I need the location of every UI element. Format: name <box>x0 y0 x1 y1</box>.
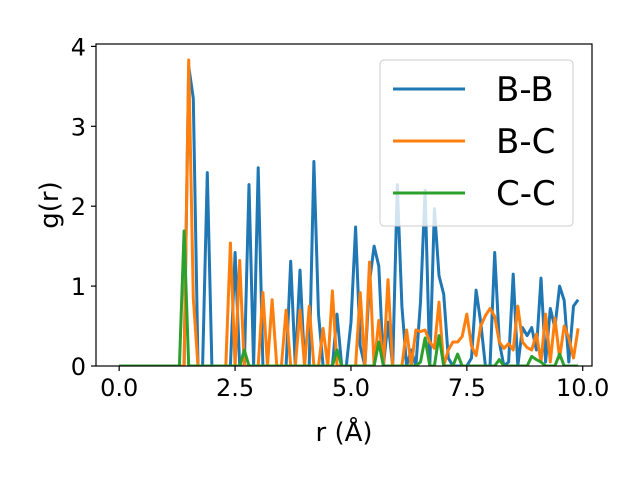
series-line-b-b <box>119 64 580 366</box>
series-layer <box>119 58 580 366</box>
y-tick-label: 2 <box>71 193 86 221</box>
plot-frame <box>95 43 593 367</box>
legend-label: C-C <box>496 174 556 214</box>
x-tick-label: 7.5 <box>448 374 486 402</box>
y-axis-ticks: 0 1 2 3 4 <box>71 33 96 381</box>
legend-label: B-B <box>496 70 554 110</box>
x-tick-label: 0.0 <box>100 374 138 402</box>
x-axis-label: r (Å) <box>315 416 372 448</box>
y-tick-label: 4 <box>71 33 86 61</box>
y-axis-label: g(r) <box>35 181 65 228</box>
series-line-c-c <box>119 229 579 366</box>
y-tick-label: 3 <box>71 113 86 141</box>
legend-box <box>379 59 574 227</box>
x-axis-ticks: 0.0 2.5 5.0 7.5 10.0 <box>100 366 609 402</box>
y-tick-label: 1 <box>71 273 86 301</box>
legend: B-B B-C C-C <box>379 59 574 227</box>
y-tick-label: 0 <box>71 353 86 381</box>
legend-label: B-C <box>496 122 555 162</box>
x-tick-label: 5.0 <box>332 374 370 402</box>
series-line-b-c <box>119 58 580 366</box>
x-tick-label: 10.0 <box>556 374 609 402</box>
x-tick-label: 2.5 <box>216 374 254 402</box>
